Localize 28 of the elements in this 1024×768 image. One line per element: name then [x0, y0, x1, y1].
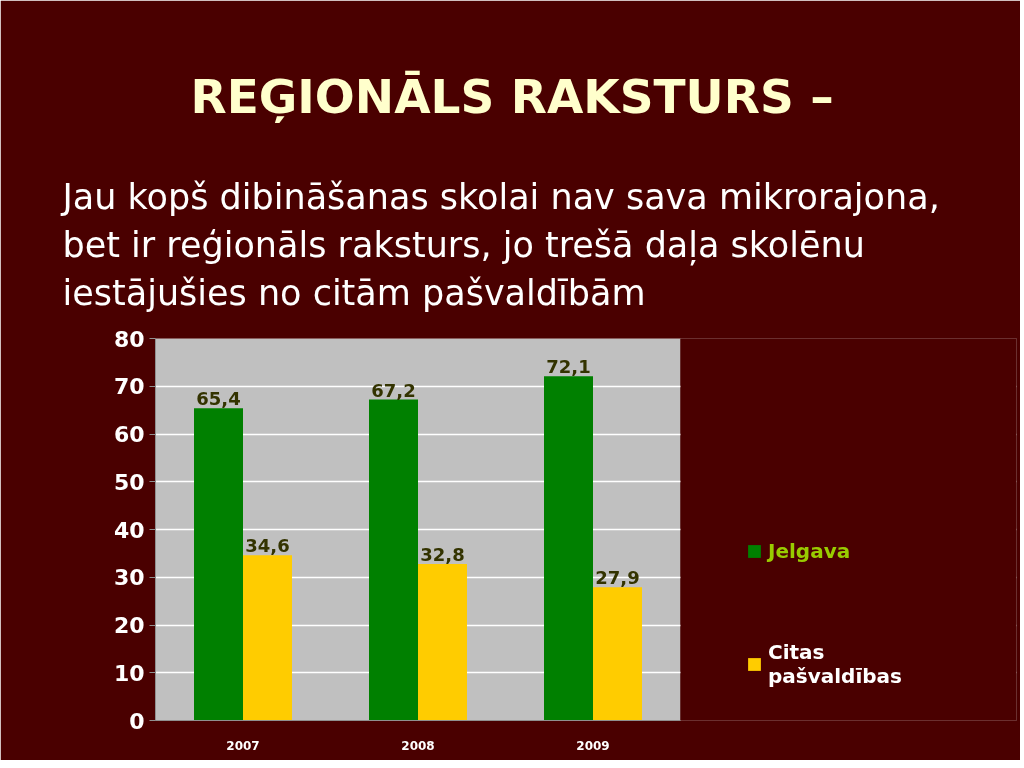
bar [369, 399, 418, 721]
y-tick-label: 50 [113, 469, 145, 495]
data-label: 32,8 [420, 543, 465, 565]
y-tick-label: 10 [113, 660, 145, 686]
bar [194, 408, 243, 721]
y-tick-label: 30 [113, 565, 145, 591]
y-tick-label: 0 [129, 708, 145, 734]
chart-subtitle: Jau kopš dibināšanas skolai nav sava mikrorajona, bet ir reģionāls raksturs, jo trešā daļa skolēnu iestājušies no citām pašvaldībām [60, 176, 940, 313]
legend-label: Jelgava [768, 539, 851, 563]
y-tick-label: 80 [113, 326, 145, 352]
y-tick-label: 40 [113, 517, 145, 543]
bar [243, 555, 292, 721]
chart-title: REĢIONĀLS RAKSTURS – [190, 68, 834, 124]
y-tick-label: 70 [113, 374, 145, 400]
data-label: 34,6 [245, 535, 290, 557]
data-label: 27,9 [595, 567, 640, 589]
data-label: 65,4 [196, 388, 241, 410]
x-tick-label: 2009 [576, 738, 610, 753]
x-tick-label: 2007 [226, 738, 260, 753]
x-tick-label: 2008 [401, 738, 435, 753]
data-label: 72,1 [546, 356, 591, 378]
y-tick-label: 20 [113, 613, 145, 638]
bar [593, 587, 642, 721]
bar [418, 563, 467, 721]
data-label: 67,2 [371, 379, 416, 401]
y-tick-label: 60 [113, 422, 145, 447]
legend-label: Citas pašvaldības [768, 640, 902, 688]
bar [544, 376, 593, 721]
